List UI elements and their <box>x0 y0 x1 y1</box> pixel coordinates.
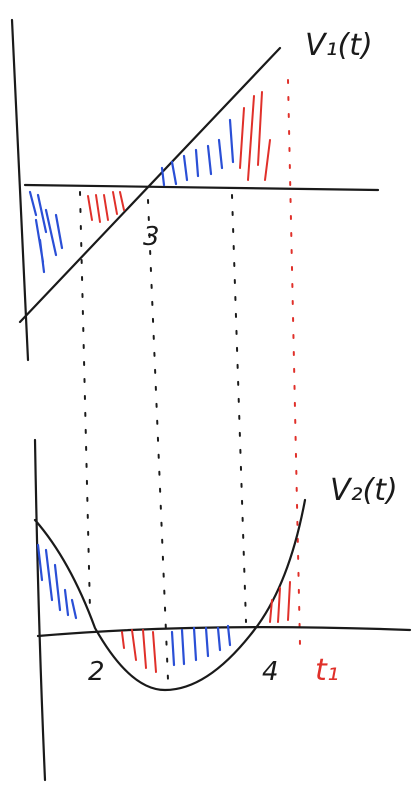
x-mark: 4 <box>262 657 279 687</box>
y-axis <box>35 440 45 780</box>
x-mark: 2 <box>88 657 105 687</box>
hatching <box>38 545 290 672</box>
t1-label: t₁ <box>315 653 339 688</box>
x-axis <box>25 185 378 190</box>
x-axis <box>38 627 410 636</box>
v2-label: V₂(t) <box>330 473 398 508</box>
sketch: V₁(t) 3 V₂(t) 2 4 t₁ <box>0 0 415 786</box>
y-axis <box>12 20 28 360</box>
bottom-graph: V₂(t) 2 4 t₁ <box>35 440 410 780</box>
v1-label: V₁(t) <box>305 28 373 63</box>
top-graph: V₁(t) 3 <box>12 20 378 360</box>
x-mark: 3 <box>143 222 160 252</box>
